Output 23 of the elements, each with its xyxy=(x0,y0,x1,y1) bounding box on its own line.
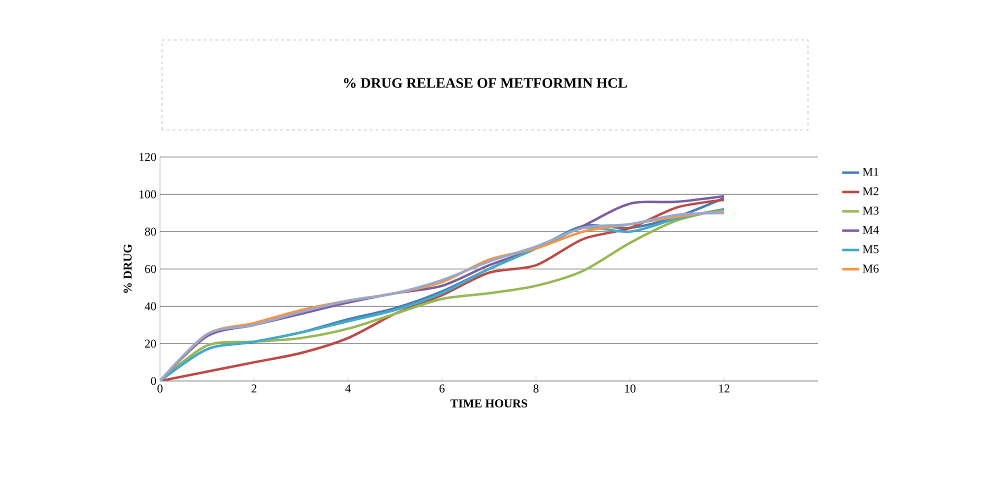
x-tick-label: 8 xyxy=(533,384,539,393)
y-axis-title: % DRUG xyxy=(124,244,132,293)
x-axis-title: TIME HOURS xyxy=(450,399,528,408)
y-tick-label: 100 xyxy=(140,190,156,198)
legend-label: M2 xyxy=(862,187,878,196)
y-tick-label: 40 xyxy=(144,302,156,310)
y-tick-label: 80 xyxy=(144,228,156,236)
y-tick-label: 20 xyxy=(145,340,156,348)
legend-label: M5 xyxy=(862,245,879,254)
x-tick-label: 12 xyxy=(719,384,730,392)
y-tick-label: 120 xyxy=(140,152,156,162)
y-tick-label: 60 xyxy=(145,264,156,274)
legend-label: M4 xyxy=(862,226,879,234)
x-tick-label: 4 xyxy=(345,384,351,392)
x-tick-label: 10 xyxy=(625,384,636,393)
legend-label: M3 xyxy=(862,206,879,215)
x-tick-label: 2 xyxy=(252,384,256,392)
chart-title: % DRUG RELEASE OF METFORMIN HCL xyxy=(344,78,627,88)
legend-label: M6 xyxy=(862,264,879,273)
y-tick-label: 0 xyxy=(150,376,156,386)
x-tick-label: 0 xyxy=(157,384,163,393)
x-tick-label: 6 xyxy=(440,384,445,393)
legend-label: M1 xyxy=(862,168,878,176)
